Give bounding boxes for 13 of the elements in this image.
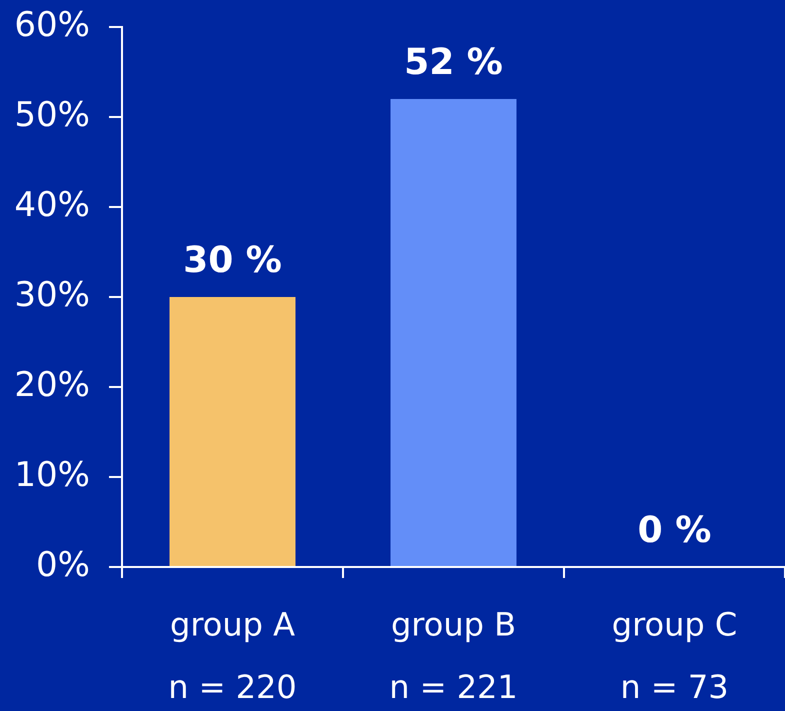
data-label: 52 % [404, 42, 503, 83]
x-tick-label: group C n = 73 [612, 606, 738, 706]
y-tick-label: 50% [14, 94, 90, 135]
y-tick-label: 20% [14, 364, 90, 405]
x-tick-label: group A n = 220 [168, 606, 297, 706]
y-tick-label: 30% [14, 274, 90, 315]
y-tick-label: 60% [14, 4, 90, 45]
y-tick-label: 0% [36, 544, 90, 585]
data-label: 0 % [638, 510, 712, 551]
y-tick-label: 10% [14, 454, 90, 495]
y-tick-label: 40% [14, 184, 90, 225]
data-label: 30 % [183, 240, 282, 281]
x-tick-label: group B n = 221 [389, 606, 518, 706]
